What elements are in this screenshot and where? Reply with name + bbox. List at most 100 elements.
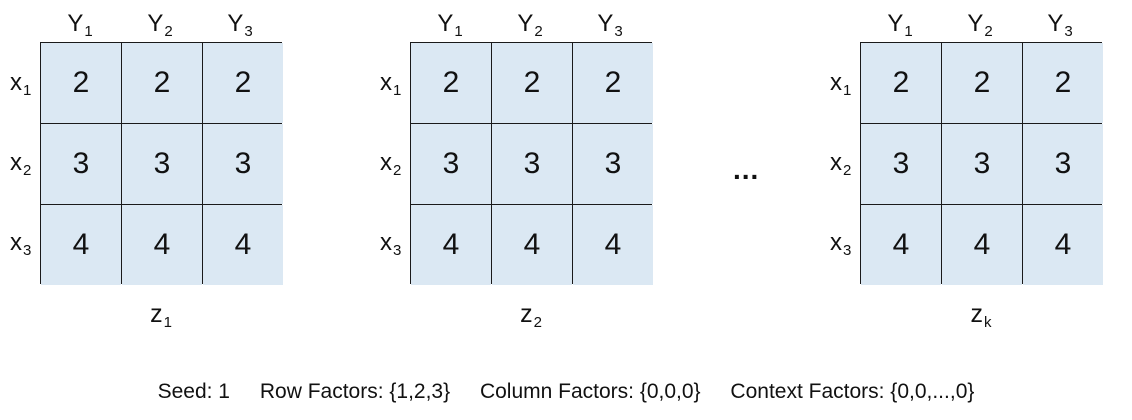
panel-label-text: z — [520, 300, 533, 328]
row-header: x1 — [830, 68, 868, 101]
row-header-text: x — [380, 149, 392, 176]
matrix-cell: 2 — [573, 43, 653, 123]
column-header: Y2 — [940, 10, 1020, 40]
context-factors-label: Context Factors: {0,0,...,0} — [730, 380, 975, 403]
panel-label: z1 — [40, 300, 282, 331]
panel-label-text: z — [150, 300, 163, 328]
row-header-subscript: 1 — [393, 82, 402, 99]
row-header-text: x — [830, 149, 842, 176]
matrix-cell: 2 — [41, 43, 121, 123]
matrix-cell: 2 — [942, 43, 1022, 123]
panel-label-subscript: 2 — [533, 314, 542, 331]
column-header-subscript: 3 — [1064, 23, 1073, 40]
column-header-subscript: 3 — [614, 23, 623, 40]
row-header-subscript: 2 — [843, 162, 852, 179]
column-header-subscript: 2 — [534, 23, 543, 40]
column-header-text: Y — [967, 10, 984, 37]
ellipsis: ... — [733, 154, 760, 185]
panel-label-subscript: k — [984, 314, 992, 331]
matrix-cell: 4 — [573, 205, 653, 285]
column-header-subscript: 1 — [84, 23, 93, 40]
column-header-subscript: 1 — [904, 23, 913, 40]
matrix-cell: 4 — [122, 205, 202, 285]
column-header: Y1 — [40, 10, 120, 40]
matrix-cell: 3 — [942, 124, 1022, 204]
panel-label: z2 — [410, 300, 652, 331]
column-header-subscript: 3 — [244, 23, 253, 40]
column-header-text: Y — [887, 10, 904, 37]
row-header-text: x — [380, 69, 392, 96]
row-header: x3 — [830, 228, 868, 261]
column-header-subscript: 2 — [984, 23, 993, 40]
matrix-cell: 2 — [861, 43, 941, 123]
column-header: Y3 — [200, 10, 280, 40]
matrix-cell: 4 — [203, 205, 283, 285]
column-header-text: Y — [517, 10, 534, 37]
row-header: x3 — [10, 228, 48, 261]
column-header-text: Y — [437, 10, 454, 37]
column-header: Y2 — [120, 10, 200, 40]
row-header-subscript: 1 — [843, 82, 852, 99]
column-factors-label: Column Factors: {0,0,0} — [479, 380, 701, 403]
row-header-subscript: 3 — [393, 242, 402, 259]
row-factors-label: Row Factors: {1,2,3} — [259, 380, 451, 403]
row-header: x3 — [380, 228, 418, 261]
column-header: Y3 — [570, 10, 650, 40]
row-header: x2 — [830, 148, 868, 181]
row-header-text: x — [10, 69, 22, 96]
row-header: x2 — [10, 148, 48, 181]
matrix-cell: 3 — [492, 124, 572, 204]
matrix-cell: 4 — [861, 205, 941, 285]
row-header-subscript: 2 — [393, 162, 402, 179]
matrix-cell: 4 — [41, 205, 121, 285]
row-header-text: x — [830, 229, 842, 256]
row-header: x1 — [10, 68, 48, 101]
matrix-cell: 4 — [492, 205, 572, 285]
column-header: Y2 — [490, 10, 570, 40]
row-header-text: x — [10, 229, 22, 256]
matrix-cell: 4 — [942, 205, 1022, 285]
matrix-cell: 3 — [1023, 124, 1103, 204]
row-header-text: x — [380, 229, 392, 256]
matrix-cell: 2 — [122, 43, 202, 123]
row-header-subscript: 3 — [23, 242, 32, 259]
column-header-text: Y — [67, 10, 84, 37]
seed-label: Seed: 1 — [157, 380, 230, 403]
matrix-cell: 3 — [41, 124, 121, 204]
row-header-subscript: 3 — [843, 242, 852, 259]
matrix-panel: Y1 Y2 Y3 x1 x2 x3 2 2 2 3 3 3 4 4 4 z2 — [370, 0, 653, 340]
matrix-cell: 3 — [573, 124, 653, 204]
panel-label-text: z — [970, 300, 984, 328]
row-header-text: x — [830, 69, 842, 96]
row-header-text: x — [10, 149, 22, 176]
column-header: Y1 — [860, 10, 940, 40]
column-header-text: Y — [597, 10, 614, 37]
column-header-subscript: 2 — [164, 23, 173, 40]
panel-label-subscript: 1 — [163, 314, 172, 331]
column-header: Y1 — [410, 10, 490, 40]
column-header-text: Y — [147, 10, 164, 37]
matrix-cell: 3 — [122, 124, 202, 204]
row-header-subscript: 2 — [23, 162, 32, 179]
matrix-panel: Y1 Y2 Y3 x1 x2 x3 2 2 2 3 3 3 4 4 4 z1 — [0, 0, 283, 340]
panel-label: zk — [860, 300, 1102, 331]
footer: Seed: 1 Row Factors: {1,2,3} Column Fact… — [0, 380, 1132, 404]
matrix-cell: 4 — [411, 205, 491, 285]
row-header: x2 — [380, 148, 418, 181]
matrix-cell: 3 — [861, 124, 941, 204]
matrix-cell: 2 — [203, 43, 283, 123]
matrix-cell: 2 — [411, 43, 491, 123]
row-header-subscript: 1 — [23, 82, 32, 99]
row-header: x1 — [380, 68, 418, 101]
column-header-text: Y — [227, 10, 244, 37]
matrix-panel: Y1 Y2 Y3 x1 x2 x3 2 2 2 3 3 3 4 4 4 zk — [820, 0, 1103, 340]
column-header-text: Y — [1047, 10, 1064, 37]
matrix-cell: 3 — [203, 124, 283, 204]
matrix-cell: 2 — [492, 43, 572, 123]
matrix-cell: 3 — [411, 124, 491, 204]
column-header-subscript: 1 — [454, 23, 463, 40]
column-header: Y3 — [1020, 10, 1100, 40]
